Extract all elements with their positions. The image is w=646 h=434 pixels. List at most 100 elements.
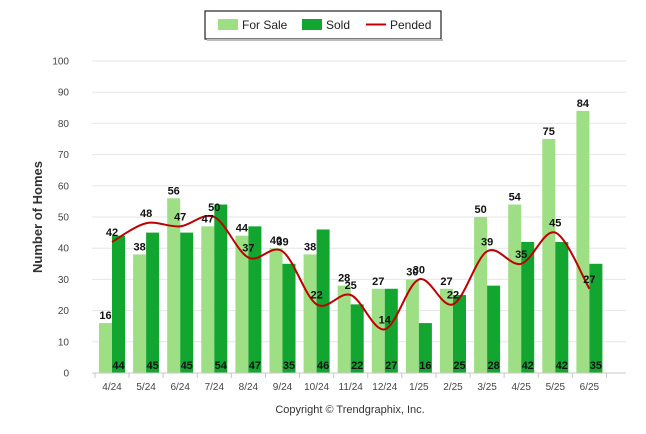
data-label-sold: 27 — [385, 360, 397, 372]
bar-sold[interactable] — [418, 323, 432, 373]
data-label-sold: 28 — [487, 360, 499, 372]
bar-sold[interactable] — [521, 241, 535, 373]
data-label-sold: 22 — [351, 360, 363, 372]
data-label-for-sale: 27 — [372, 276, 384, 288]
y-tick-label: 10 — [58, 337, 70, 348]
bar-for-sale[interactable] — [371, 288, 385, 373]
legend-label-sold[interactable]: Sold — [326, 18, 350, 32]
data-label-pended: 45 — [549, 218, 561, 230]
bar-for-sale[interactable] — [201, 226, 215, 373]
data-label-pended: 47 — [174, 211, 186, 223]
y-tick-label: 50 — [58, 213, 70, 224]
bar-sold[interactable] — [146, 232, 160, 373]
data-label-sold: 44 — [112, 360, 125, 372]
bar-sold[interactable] — [214, 204, 228, 373]
legend-label-pended[interactable]: Pended — [390, 18, 431, 32]
data-label-for-sale: 38 — [133, 241, 145, 253]
y-tick-label: 60 — [58, 181, 70, 192]
data-label-for-sale: 84 — [577, 98, 590, 110]
bar-for-sale[interactable] — [269, 248, 283, 373]
data-label-for-sale: 40 — [270, 235, 282, 247]
data-label-for-sale: 44 — [236, 223, 249, 235]
bar-sold[interactable] — [384, 288, 398, 373]
bar-for-sale[interactable] — [133, 254, 147, 373]
x-tick-label: 11/24 — [339, 382, 364, 393]
x-tick-label: 6/25 — [580, 382, 600, 393]
pended-line-path[interactable] — [111, 214, 591, 331]
bar-for-sale[interactable] — [405, 279, 419, 373]
x-axis-ticks: 4/24 5/24 6/24 7/24 8/24 9/24 10/24 11/24 12/24 1… — [94, 373, 607, 393]
data-label-for-sale: 16 — [99, 310, 111, 322]
data-label-sold: 16 — [419, 360, 431, 372]
bar-sold[interactable] — [350, 304, 364, 373]
bar-sold[interactable] — [248, 226, 262, 373]
data-label-for-sale: 47 — [202, 213, 214, 225]
bar-sold[interactable] — [180, 232, 194, 373]
bar-sold[interactable] — [282, 263, 296, 373]
x-tick-label: 6/24 — [170, 382, 190, 393]
bar-for-sale[interactable] — [99, 323, 112, 373]
legend-swatch-sold[interactable] — [302, 19, 322, 30]
data-label-for-sale: 28 — [338, 273, 350, 285]
bar-for-sale[interactable] — [576, 110, 590, 374]
bar-for-sale[interactable] — [508, 204, 522, 373]
data-label-sold: 35 — [590, 360, 602, 372]
legend-box — [204, 10, 442, 40]
x-tick-label: 10/24 — [304, 382, 329, 393]
data-labels: 16 44 38 45 56 45 47 54 44 47 40 35 38 46 28 22 27 27 30 16… — [99, 98, 602, 372]
y-tick-label: 0 — [63, 369, 69, 380]
bar-for-sale[interactable] — [542, 139, 556, 373]
bar-sold[interactable] — [453, 295, 466, 373]
data-label-for-sale: 30 — [406, 266, 418, 278]
legend-label-for-sale[interactable]: For Sale — [242, 18, 288, 32]
bar-sold[interactable] — [555, 241, 569, 373]
data-label-for-sale: 75 — [543, 126, 555, 138]
data-label-pended: 14 — [379, 314, 392, 326]
legend: For Sale Sold Pended — [204, 10, 443, 41]
data-label-sold: 25 — [453, 360, 465, 372]
legend-swatch-for-sale[interactable] — [218, 19, 238, 30]
y-tick-label: 90 — [58, 88, 70, 99]
data-label-pended: 42 — [106, 227, 118, 239]
data-label-sold: 45 — [146, 360, 158, 372]
bar-sold[interactable] — [112, 235, 125, 373]
data-label-pended: 39 — [276, 236, 288, 248]
bar-for-sale[interactable] — [337, 285, 351, 373]
data-label-pended: 48 — [140, 208, 152, 220]
y-tick-label: 70 — [58, 150, 70, 161]
x-tick-label: 5/25 — [546, 382, 566, 393]
bar-for-sale[interactable] — [235, 235, 249, 373]
y-tick-label: 80 — [58, 119, 70, 130]
y-tick-label: 100 — [52, 57, 69, 68]
data-label-pended: 22 — [447, 289, 459, 301]
data-label-for-sale: 50 — [474, 204, 486, 216]
y-axis-title: Number of Homes — [30, 161, 45, 273]
y-tick-label: 30 — [58, 275, 70, 286]
data-label-sold: 45 — [181, 360, 193, 372]
x-tick-label: 7/24 — [205, 382, 225, 393]
x-tick-label: 12/24 — [372, 382, 397, 393]
x-tick-label: 4/25 — [511, 382, 531, 393]
pended-line — [111, 214, 591, 331]
bar-for-sale[interactable] — [167, 198, 181, 373]
data-label-pended: 35 — [515, 249, 527, 261]
x-tick-label: 4/24 — [102, 382, 122, 393]
data-label-pended: 50 — [208, 202, 220, 214]
bar-for-sale[interactable] — [303, 254, 317, 373]
data-label-pended: 22 — [310, 289, 322, 301]
bar-for-sale[interactable] — [474, 217, 488, 373]
bars — [99, 110, 603, 374]
data-label-for-sale: 38 — [304, 241, 316, 253]
bar-sold[interactable] — [487, 285, 501, 373]
data-label-for-sale: 56 — [168, 185, 180, 197]
bar-sold[interactable] — [589, 263, 603, 373]
x-tick-label: 1/25 — [409, 382, 429, 393]
data-label-sold: 46 — [317, 360, 329, 372]
bar-for-sale[interactable] — [440, 288, 453, 373]
data-label-sold: 47 — [249, 360, 261, 372]
y-tick-label: 40 — [58, 244, 70, 255]
data-label-sold: 54 — [215, 360, 228, 372]
bar-sold[interactable] — [316, 229, 330, 373]
copyright-text: Copyright © Trendgraphix, Inc. — [275, 404, 424, 416]
x-tick-label: 9/24 — [273, 382, 293, 393]
